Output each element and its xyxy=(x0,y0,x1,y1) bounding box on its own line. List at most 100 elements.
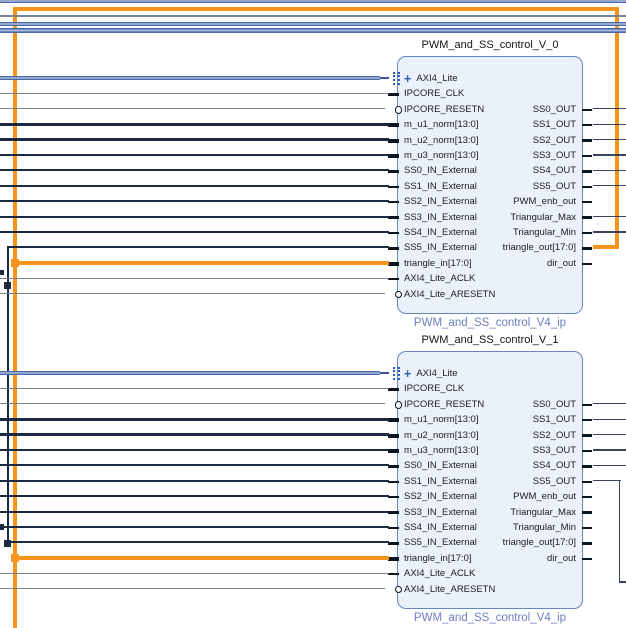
wire-m-u1-norm-block1[interactable] xyxy=(0,417,389,421)
port-SS5_OUT[interactable]: SS5_OUT xyxy=(533,181,593,193)
wire-ss2-out-block1[interactable] xyxy=(593,433,626,436)
port-PWM_enb_out[interactable]: PWM_enb_out xyxy=(513,491,593,503)
port-m_u3_norm[13:0][interactable]: m_u3_norm[13:0] xyxy=(388,150,478,162)
port-IPCORE_RESETN[interactable]: IPCORE_RESETN xyxy=(394,104,484,116)
wire-ss5-out-block1-vertical[interactable] xyxy=(619,480,621,583)
port-AXI4_Lite_ARESETN[interactable]: AXI4_Lite_ARESETN xyxy=(394,289,495,301)
wire-m-u3-norm-block0[interactable] xyxy=(0,153,389,157)
port-Triangular_Min[interactable]: Triangular_Min xyxy=(513,227,593,239)
port-SS1_OUT[interactable]: SS1_OUT xyxy=(533,119,593,131)
port-SS1_OUT[interactable]: SS1_OUT xyxy=(533,414,593,426)
port-SS0_IN_External[interactable]: SS0_IN_External xyxy=(388,460,477,472)
wire-m-u2-norm-block1[interactable] xyxy=(0,433,389,436)
wire-ss3-out-block1[interactable] xyxy=(593,449,626,451)
wire-ss2-in-block1[interactable] xyxy=(0,495,389,498)
axi4-lite-interface-pin[interactable] xyxy=(393,72,400,85)
wire-ss0-out-block0[interactable] xyxy=(593,108,626,110)
wire-axi4-lite-block0[interactable] xyxy=(0,75,380,81)
port-pin[interactable] xyxy=(388,138,399,143)
junction-triangle-in-block1[interactable] xyxy=(11,554,19,562)
junction-ss5-net-b[interactable] xyxy=(3,539,11,547)
wire-ss5-in-block1[interactable] xyxy=(6,541,389,544)
port-pin[interactable] xyxy=(388,154,399,158)
port-pin[interactable] xyxy=(581,231,593,235)
wire-ss3-out-block0[interactable] xyxy=(593,154,626,156)
port-pin[interactable] xyxy=(581,434,593,437)
port-pin[interactable] xyxy=(388,433,399,438)
interface-port-AXI4_Lite[interactable]: + AXI4_Lite xyxy=(393,367,458,381)
port-pin[interactable] xyxy=(388,201,399,204)
port-pin[interactable] xyxy=(581,480,593,484)
wire-ss5-net-vertical[interactable] xyxy=(6,246,9,544)
wire-stub-left-edge-a[interactable] xyxy=(0,270,4,275)
port-pin[interactable] xyxy=(581,262,593,266)
port-m_u2_norm[13:0][interactable]: m_u2_norm[13:0] xyxy=(388,430,478,442)
port-PWM_enb_out[interactable]: PWM_enb_out xyxy=(513,196,593,208)
port-SS0_OUT[interactable]: SS0_OUT xyxy=(533,104,593,116)
port-pin[interactable] xyxy=(581,557,593,561)
port-pin[interactable] xyxy=(581,108,593,112)
port-pin[interactable] xyxy=(581,465,593,468)
port-pin[interactable] xyxy=(388,231,399,235)
port-pin[interactable] xyxy=(581,246,593,251)
port-SS1_IN_External[interactable]: SS1_IN_External xyxy=(388,181,477,193)
wire-triangle-out-block0[interactable] xyxy=(593,245,619,250)
port-m_u1_norm[13:0][interactable]: m_u1_norm[13:0] xyxy=(388,414,478,426)
port-AXI4_Lite_ACLK[interactable]: AXI4_Lite_ACLK xyxy=(388,568,475,580)
port-m_u2_norm[13:0][interactable]: m_u2_norm[13:0] xyxy=(388,135,478,147)
port-pin[interactable] xyxy=(581,403,593,407)
wire-ss3-in-block1[interactable] xyxy=(0,510,389,513)
wire-ipcore-resetn-block1[interactable] xyxy=(0,403,385,405)
wire-axi4-lite-block0-tick[interactable] xyxy=(380,76,389,80)
port-pin[interactable] xyxy=(388,170,399,173)
port-Triangular_Max[interactable]: Triangular_Max xyxy=(510,507,593,519)
wire-axi4-lite-block1-tick[interactable] xyxy=(380,371,389,375)
wire-ss0-in-block0[interactable] xyxy=(0,169,389,172)
wire-triangle-in-block0[interactable] xyxy=(13,260,389,265)
port-SS3_OUT[interactable]: SS3_OUT xyxy=(533,150,593,162)
wire-ss1-out-block0[interactable] xyxy=(593,123,626,125)
wire-clk-top[interactable] xyxy=(0,15,626,17)
wire-axi4-lite-block1[interactable] xyxy=(0,370,380,376)
port-dir_out[interactable]: dir_out xyxy=(547,258,593,270)
inverted-pin-icon[interactable] xyxy=(394,106,402,114)
port-SS2_IN_External[interactable]: SS2_IN_External xyxy=(388,491,477,503)
junction-triangle-in-block0[interactable] xyxy=(11,258,19,267)
wire-ipcore-clk-block0[interactable] xyxy=(0,92,389,95)
wire-ss2-out-block0[interactable] xyxy=(593,138,626,141)
port-pin[interactable] xyxy=(388,388,399,391)
port-SS2_OUT[interactable]: SS2_OUT xyxy=(533,135,593,147)
wire-triangle-net-top[interactable] xyxy=(13,6,619,11)
port-SS2_OUT[interactable]: SS2_OUT xyxy=(533,430,593,442)
wire-ss4-in-block1[interactable] xyxy=(0,525,389,529)
port-IPCORE_CLK[interactable]: IPCORE_CLK xyxy=(388,383,464,395)
wire-ss5-out-block1-exit[interactable] xyxy=(619,581,626,583)
port-IPCORE_RESETN[interactable]: IPCORE_RESETN xyxy=(394,399,484,411)
expand-plus-icon[interactable]: + xyxy=(404,367,412,381)
inverted-pin-icon[interactable] xyxy=(394,291,402,299)
wire-axi-aresetn-block0[interactable] xyxy=(0,292,385,295)
port-pin[interactable] xyxy=(388,185,399,189)
wire-ss4-in-block0[interactable] xyxy=(0,230,389,234)
wire-axi-aresetn-block1[interactable] xyxy=(0,587,385,590)
port-pin[interactable] xyxy=(388,573,399,576)
port-AXI4_Lite_ARESETN[interactable]: AXI4_Lite_ARESETN xyxy=(394,584,495,596)
port-SS4_OUT[interactable]: SS4_OUT xyxy=(533,460,593,472)
wire-axi-aclk-block1[interactable] xyxy=(0,572,389,574)
wire-triangular-max-block0[interactable] xyxy=(593,215,626,218)
wire-ss4-out-block1[interactable] xyxy=(593,464,626,467)
port-Triangular_Min[interactable]: Triangular_Min xyxy=(513,522,593,534)
port-pin[interactable] xyxy=(388,511,399,514)
port-SS1_IN_External[interactable]: SS1_IN_External xyxy=(388,476,477,488)
port-SS2_IN_External[interactable]: SS2_IN_External xyxy=(388,196,477,208)
port-pin[interactable] xyxy=(388,465,399,468)
port-pin[interactable] xyxy=(581,526,593,530)
port-pin[interactable] xyxy=(581,154,593,158)
ip-block-pwm-and-ss-control-v-0[interactable]: + AXI4_Lite IPCORE_CLK IPCORE_RESETN m_u1_no… xyxy=(388,56,593,314)
port-pin[interactable] xyxy=(388,123,399,128)
wire-stub-left-edge-b[interactable] xyxy=(0,524,4,530)
inverted-pin-icon[interactable] xyxy=(394,586,402,594)
port-SS3_OUT[interactable]: SS3_OUT xyxy=(533,445,593,457)
port-pin[interactable] xyxy=(388,480,399,484)
wire-triangle-net-right-vertical[interactable] xyxy=(615,6,619,249)
